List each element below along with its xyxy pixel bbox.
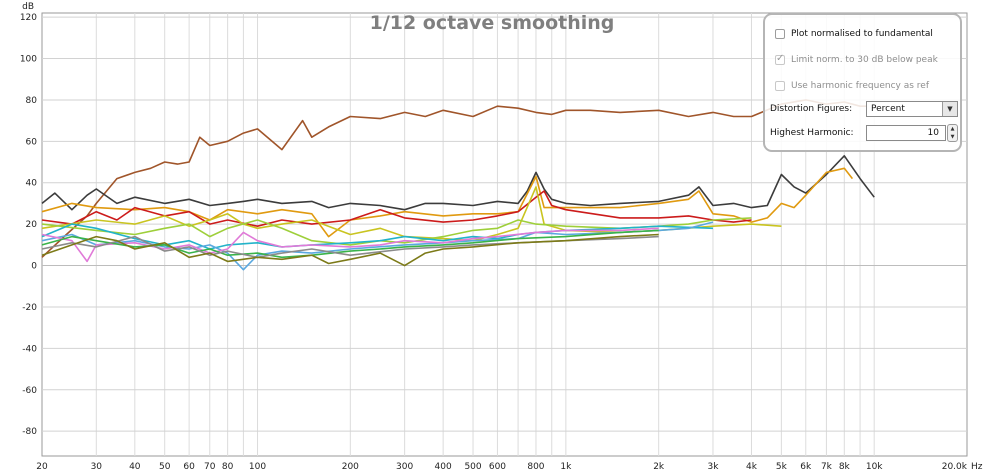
distortion-figures-label: Distortion Figures: <box>770 104 853 114</box>
plot-normalised-check[interactable] <box>775 29 785 39</box>
distortion-figures-select[interactable]: Percent ▼ <box>866 101 958 117</box>
x-tick-label: 20 <box>36 462 48 472</box>
x-tick-label: 6k <box>800 462 812 472</box>
x-tick-label: 10k <box>866 462 883 472</box>
highest-harmonic-value: 10 <box>927 128 939 138</box>
y-tick-label: 0 <box>31 262 37 272</box>
x-tick-label: 40 <box>129 462 141 472</box>
y-axis-ticks: 120 100 80 60 40 20 0 -20 -40 -60 -80 <box>20 13 37 437</box>
distortion-options-panel: Plot normalised to fundamental Limit nor… <box>763 13 962 152</box>
chart-series <box>41 99 875 271</box>
y-axis-unit: dB <box>22 2 34 12</box>
series-line <box>41 99 875 258</box>
limit-norm-label: Limit norm. to 30 dB below peak <box>791 55 938 65</box>
x-axis-unit: Hz <box>971 462 983 472</box>
x-tick-label: 500 <box>464 462 481 472</box>
y-tick-label: -60 <box>22 386 37 396</box>
x-tick-label: 2k <box>653 462 665 472</box>
series-line <box>41 229 659 259</box>
harmonic-ref-check[interactable] <box>775 81 785 91</box>
y-tick-label: 20 <box>26 220 38 230</box>
x-tick-label: 400 <box>435 462 452 472</box>
series-line <box>41 155 875 211</box>
x-tick-label: 3k <box>707 462 719 472</box>
x-tick-label: 7k <box>821 462 833 472</box>
x-tick-label: 70 <box>204 462 216 472</box>
x-tick-label: 50 <box>159 462 171 472</box>
x-tick-label: 60 <box>183 462 195 472</box>
x-tick-label: 800 <box>527 462 544 472</box>
x-tick-label: 300 <box>396 462 413 472</box>
x-axis-ticks: 20 30 40 50 60 70 80 100 200 300 400 500 600 800 1k 2k 3… <box>36 462 968 472</box>
x-tick-label: 8k <box>839 462 851 472</box>
highest-harmonic-stepper[interactable]: ▲ ▼ <box>947 124 958 142</box>
limit-norm-checkbox[interactable]: Limit norm. to 30 dB below peak <box>775 53 938 67</box>
harmonic-ref-checkbox[interactable]: Use harmonic frequency as ref <box>775 79 929 93</box>
series-line <box>41 190 752 227</box>
y-tick-label: 100 <box>20 55 37 65</box>
y-tick-label: 120 <box>20 13 37 23</box>
x-tick-label: 200 <box>342 462 359 472</box>
harmonic-ref-label: Use harmonic frequency as ref <box>791 81 929 91</box>
highest-harmonic-field[interactable]: 10 <box>866 125 946 141</box>
plot-normalised-label: Plot normalised to fundamental <box>791 29 933 39</box>
plot-normalised-checkbox[interactable]: Plot normalised to fundamental <box>775 27 933 41</box>
series-line <box>41 167 854 238</box>
x-tick-label: 5k <box>776 462 788 472</box>
highest-harmonic-label: Highest Harmonic: <box>770 128 854 138</box>
series-line <box>41 233 659 267</box>
chart-title: 1/12 octave smoothing <box>370 12 615 34</box>
y-tick-label: 60 <box>26 137 38 147</box>
y-tick-label: -80 <box>22 427 37 437</box>
x-tick-label: 100 <box>249 462 266 472</box>
y-tick-label: 40 <box>26 179 38 189</box>
x-tick-label: 80 <box>222 462 234 472</box>
y-tick-label: 80 <box>26 96 38 106</box>
limit-norm-check[interactable] <box>775 53 785 65</box>
distortion-figures-value: Percent <box>871 104 905 114</box>
x-tick-label: 30 <box>91 462 103 472</box>
y-tick-label: -20 <box>22 303 37 313</box>
x-tick-label: 4k <box>746 462 758 472</box>
x-tick-label: 1k <box>560 462 572 472</box>
x-tick-label: 600 <box>489 462 506 472</box>
x-tick-label: 20.0k <box>942 462 968 472</box>
chevron-down-icon[interactable]: ▼ <box>942 102 957 116</box>
y-tick-label: -40 <box>22 344 37 354</box>
